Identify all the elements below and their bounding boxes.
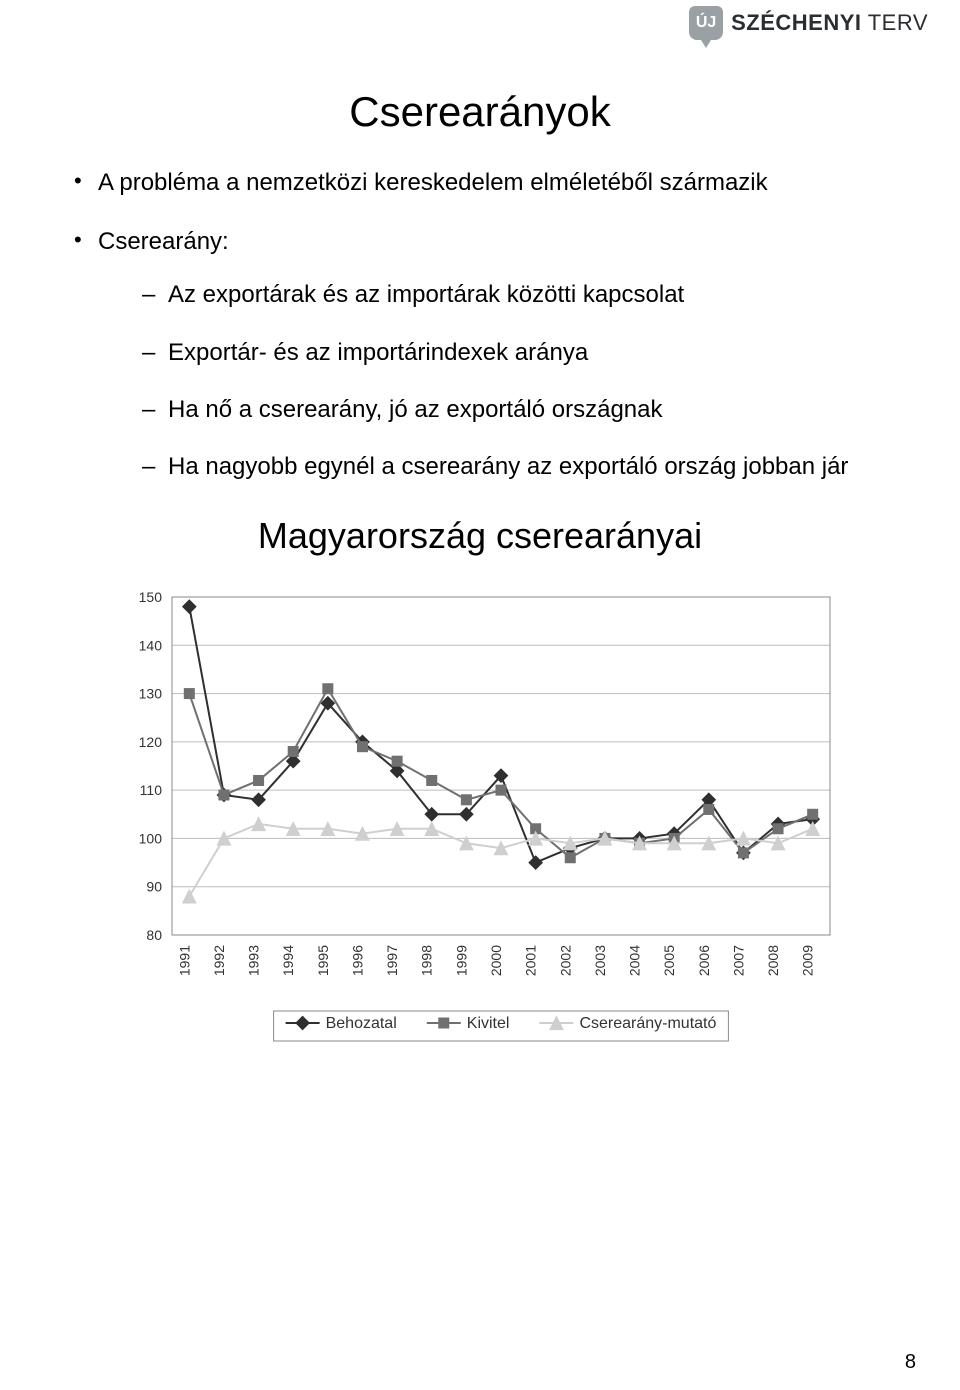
svg-text:2006: 2006 <box>696 945 712 976</box>
svg-text:Behozatal: Behozatal <box>326 1015 397 1032</box>
sub-item: Ha nő a cserearány, jó az exportáló orsz… <box>138 391 904 428</box>
sub-item: Ha nagyobb egynél a cserearány az export… <box>138 448 904 485</box>
sub-text: Exportár- és az importárindexek aránya <box>168 339 588 366</box>
bullet-text: A probléma a nemzetközi kereskedelem elm… <box>98 169 768 196</box>
sub-text: Ha nagyobb egynél a cserearány az export… <box>168 453 848 480</box>
svg-text:140: 140 <box>139 637 163 653</box>
svg-text:2008: 2008 <box>765 945 781 976</box>
page: ÚJ SZÉCHENYI TERV Cserearányok A problém… <box>0 0 960 1390</box>
brand-bold: SZÉCHENYI <box>731 10 861 35</box>
svg-text:130: 130 <box>139 686 163 702</box>
logo-badge-text: ÚJ <box>696 14 716 32</box>
sub-text: Az exportárak és az importárak közötti k… <box>168 281 684 308</box>
logo-badge: ÚJ <box>689 6 723 40</box>
svg-text:100: 100 <box>139 831 163 847</box>
svg-text:1993: 1993 <box>246 945 262 976</box>
svg-text:Cserearány-mutató: Cserearány-mutató <box>579 1015 716 1032</box>
svg-text:1994: 1994 <box>280 945 296 976</box>
header-logo: ÚJ SZÉCHENYI TERV <box>689 6 928 40</box>
line-chart: 80 90 100 110 120 130 140 150 1991 1992 1993 1994 19… <box>110 583 850 1053</box>
svg-text:80: 80 <box>146 927 162 943</box>
svg-text:1999: 1999 <box>453 945 469 976</box>
svg-text:1992: 1992 <box>211 945 227 976</box>
svg-text:110: 110 <box>140 782 163 798</box>
brand-text: SZÉCHENYI TERV <box>731 10 928 36</box>
svg-text:2001: 2001 <box>523 945 539 976</box>
bullet-item: Cserearány: Az exportárak és az importár… <box>64 223 904 485</box>
sub-text: Ha nő a cserearány, jó az exportáló orsz… <box>168 396 663 423</box>
chart-container: 80 90 100 110 120 130 140 150 1991 1992 1993 1994 19… <box>56 583 904 1053</box>
brand-thin: TERV <box>862 10 929 35</box>
sub-item: Exportár- és az importárindexek aránya <box>138 334 904 371</box>
svg-text:2007: 2007 <box>730 945 746 976</box>
svg-text:1997: 1997 <box>384 945 400 976</box>
chart-title: Magyarország cserearányai <box>56 515 904 557</box>
svg-text:Kivitel: Kivitel <box>467 1015 510 1032</box>
svg-text:2003: 2003 <box>592 945 608 976</box>
bullet-list: A probléma a nemzetközi kereskedelem elm… <box>64 164 904 485</box>
page-number: 8 <box>905 1351 916 1374</box>
svg-text:2000: 2000 <box>488 945 504 976</box>
bullet-item: A probléma a nemzetközi kereskedelem elm… <box>64 164 904 201</box>
svg-text:2004: 2004 <box>627 945 643 976</box>
svg-text:2005: 2005 <box>661 945 677 976</box>
svg-text:1998: 1998 <box>419 945 435 976</box>
bullet-text: Cserearány: <box>98 228 229 255</box>
sub-item: Az exportárak és az importárak közötti k… <box>138 276 904 313</box>
svg-text:120: 120 <box>139 734 163 750</box>
svg-text:2009: 2009 <box>800 945 816 976</box>
page-title: Cserearányok <box>56 88 904 136</box>
svg-text:1996: 1996 <box>349 945 365 976</box>
sub-list: Az exportárak és az importárak közötti k… <box>138 276 904 485</box>
svg-text:1991: 1991 <box>176 945 192 976</box>
svg-text:1995: 1995 <box>315 945 331 976</box>
svg-text:2002: 2002 <box>557 945 573 976</box>
svg-text:150: 150 <box>139 589 163 605</box>
svg-text:90: 90 <box>146 879 162 895</box>
